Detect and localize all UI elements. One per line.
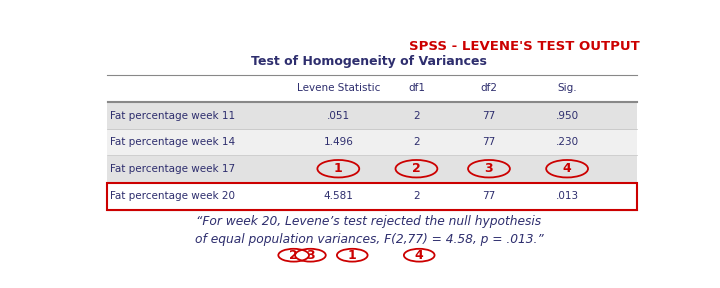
Text: 4: 4 xyxy=(563,162,572,175)
Text: SPSS - LEVENE'S TEST OUTPUT: SPSS - LEVENE'S TEST OUTPUT xyxy=(409,40,639,53)
FancyBboxPatch shape xyxy=(107,103,637,128)
Text: Test of Homogeneity of Variances: Test of Homogeneity of Variances xyxy=(251,54,487,67)
FancyBboxPatch shape xyxy=(107,183,637,210)
Text: “For week 20, Levene’s test rejected the null hypothesis: “For week 20, Levene’s test rejected the… xyxy=(197,215,541,228)
Text: .051: .051 xyxy=(327,111,350,120)
Text: Fat percentage week 20: Fat percentage week 20 xyxy=(109,192,235,201)
Text: 77: 77 xyxy=(482,192,495,201)
Text: 4.581: 4.581 xyxy=(323,192,354,201)
Text: Fat percentage week 17: Fat percentage week 17 xyxy=(109,164,235,174)
Text: 3: 3 xyxy=(485,162,493,175)
Text: .013: .013 xyxy=(556,192,579,201)
Text: 1: 1 xyxy=(334,162,343,175)
Text: 2: 2 xyxy=(413,192,420,201)
Text: df2: df2 xyxy=(480,83,498,93)
Text: 77: 77 xyxy=(482,111,495,120)
Text: 2: 2 xyxy=(413,137,420,147)
FancyBboxPatch shape xyxy=(107,129,637,155)
Text: 1: 1 xyxy=(348,249,356,262)
Text: Fat percentage week 14: Fat percentage week 14 xyxy=(109,137,235,147)
Text: 2: 2 xyxy=(289,249,298,262)
Text: 2: 2 xyxy=(412,162,420,175)
Text: 4: 4 xyxy=(415,249,423,262)
Text: of equal population variances, F(2,77) = 4.58, p = .013.”: of equal population variances, F(2,77) =… xyxy=(194,233,544,246)
Text: .950: .950 xyxy=(556,111,579,120)
FancyBboxPatch shape xyxy=(107,156,637,182)
Text: 3: 3 xyxy=(306,249,315,262)
Text: Sig.: Sig. xyxy=(557,83,577,93)
Text: 77: 77 xyxy=(482,137,495,147)
Text: .230: .230 xyxy=(556,137,579,147)
Text: 1.496: 1.496 xyxy=(323,137,354,147)
Text: df1: df1 xyxy=(408,83,425,93)
Text: Levene Statistic: Levene Statistic xyxy=(297,83,380,93)
Text: 2: 2 xyxy=(413,111,420,120)
Text: Fat percentage week 11: Fat percentage week 11 xyxy=(109,111,235,120)
